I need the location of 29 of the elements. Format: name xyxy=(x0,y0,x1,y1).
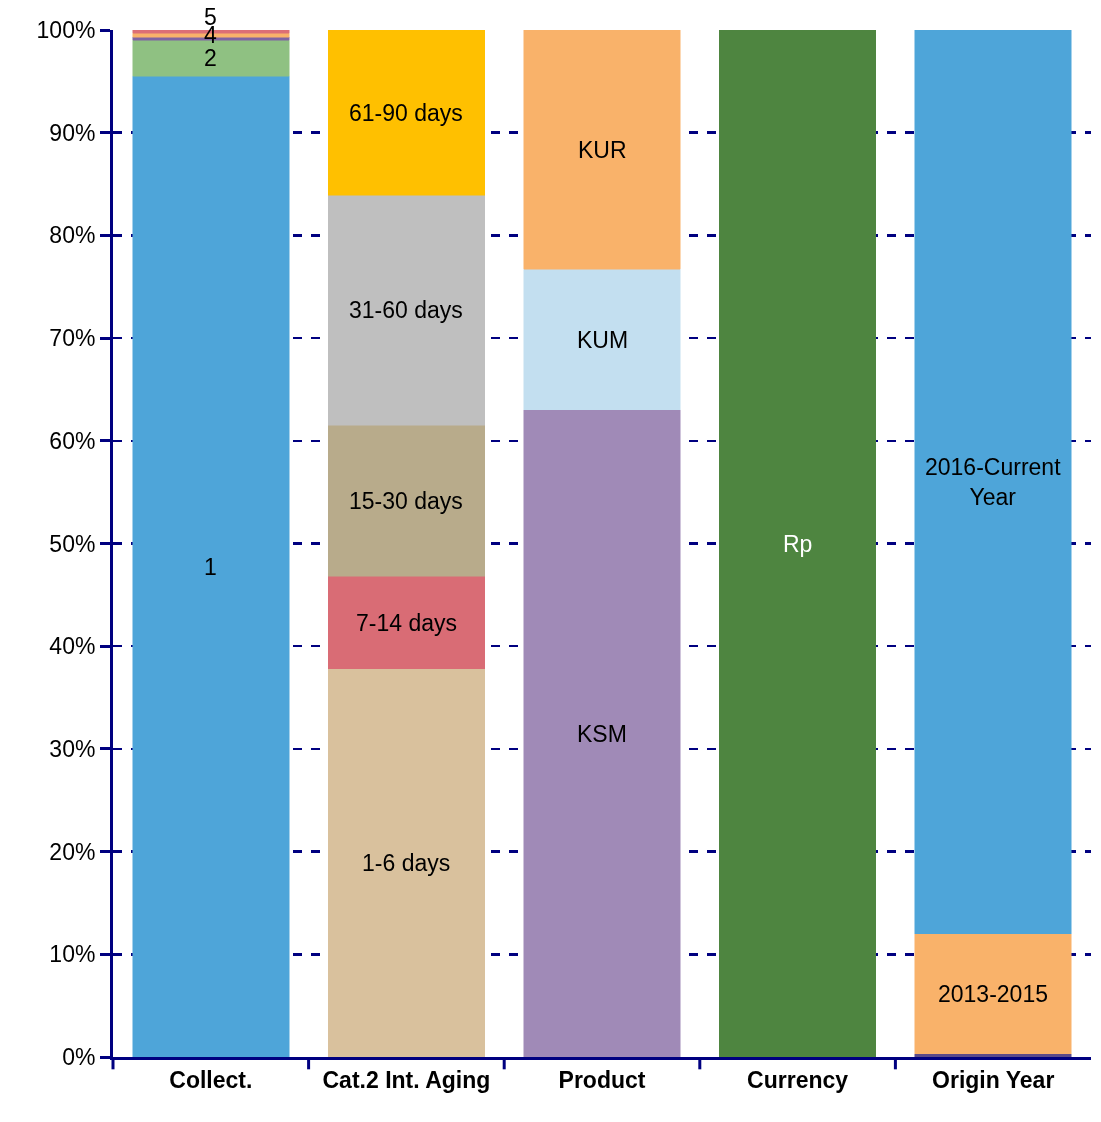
x-tick-label: Cat.2 Int. Aging xyxy=(322,1066,491,1093)
series-label: 7-14 days xyxy=(356,610,458,636)
y-tick-label: 70% xyxy=(49,325,96,352)
series-label: 1 xyxy=(204,554,217,580)
series-label: KUM xyxy=(577,327,629,353)
series-label: KSM xyxy=(577,721,627,747)
x-tick-label: Product xyxy=(558,1066,646,1093)
x-tick-label: Collect. xyxy=(169,1066,253,1093)
series-label: 61-90 days xyxy=(349,100,463,126)
series-label: 2016-Current Year xyxy=(925,454,1062,510)
series-label: 2013-2015 xyxy=(938,981,1048,1007)
series-label: 31-60 days xyxy=(349,297,463,323)
series-label: 15-30 days xyxy=(349,488,463,514)
series-label: 1-6 days xyxy=(362,850,451,876)
x-tick-label: Currency xyxy=(747,1066,849,1093)
y-tick-label: 30% xyxy=(49,735,96,762)
y-tick-label: 0% xyxy=(62,1044,96,1071)
y-tick-label: 100% xyxy=(36,17,96,44)
series-label: KUR xyxy=(578,137,627,163)
y-tick-label: 60% xyxy=(49,427,96,454)
y-tick-label: 50% xyxy=(49,530,96,557)
y-tick-label: 20% xyxy=(49,838,96,865)
y-tick-label: 10% xyxy=(49,941,96,968)
y-tick-label: 90% xyxy=(49,119,96,146)
y-tick-label: 80% xyxy=(49,222,96,249)
y-tick-label: 40% xyxy=(49,633,96,660)
series-label: Rp xyxy=(783,531,813,557)
series-label: 2 xyxy=(204,45,217,71)
x-tick-label: Origin Year xyxy=(932,1066,1055,1093)
